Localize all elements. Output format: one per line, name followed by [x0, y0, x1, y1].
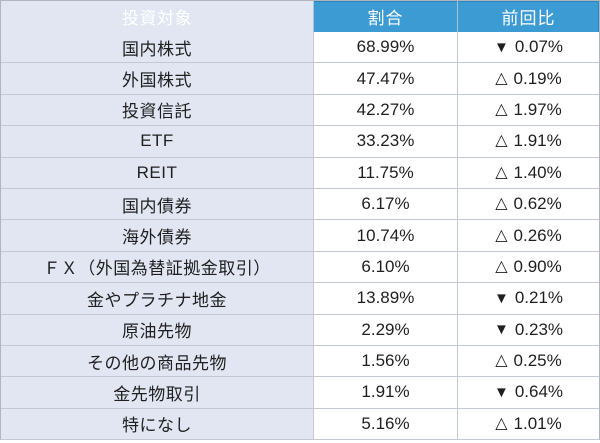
ratio-cell: 1.56% [313, 345, 457, 377]
investment-target-cell: 国内株式 [1, 32, 313, 63]
investment-target-cell: 金やプラチナ地金 [1, 283, 313, 314]
change-cell: △ 1.40% [457, 157, 599, 188]
table-row: 海外債券 10.74% △ 0.26% [1, 219, 599, 251]
change-value: 0.26% [513, 225, 562, 245]
change-cell: ▼ 0.07% [457, 32, 599, 63]
change-direction-triangle-icon: △ [495, 226, 508, 244]
investment-target-cell: 原油先物 [1, 314, 313, 345]
investment-target-cell: 国内債券 [1, 188, 313, 220]
change-direction-triangle-icon: ▼ [493, 38, 509, 56]
ratio-cell: 47.47% [313, 63, 457, 94]
ratio-cell: 13.89% [313, 283, 457, 314]
change-direction-triangle-icon: △ [495, 100, 508, 118]
change-direction-triangle-icon: △ [495, 414, 508, 432]
table-row: 特になし 5.16% △ 1.01% [1, 407, 599, 440]
ratio-cell: 11.75% [313, 157, 457, 188]
ratio-cell: 68.99% [313, 32, 457, 63]
ratio-cell: 33.23% [313, 126, 457, 157]
ratio-cell: 1.91% [313, 377, 457, 408]
table-row: 外国株式 47.47% △ 0.19% [1, 62, 599, 94]
table-row: 金やプラチナ地金 13.89% ▼ 0.21% [1, 282, 599, 314]
change-cell: ▼ 0.23% [457, 314, 599, 345]
change-cell: △ 0.19% [457, 63, 599, 94]
change-cell: △ 1.91% [457, 126, 599, 157]
header-ratio: 割合 [313, 1, 457, 32]
change-cell: ▼ 0.21% [457, 283, 599, 314]
table-row: 投資信託 42.27% △ 1.97% [1, 93, 599, 126]
table-row: その他の商品先物 1.56% △ 0.25% [1, 344, 599, 377]
header-investment-target: 投資対象 [1, 1, 313, 32]
change-value: 0.21% [514, 288, 564, 308]
change-direction-triangle-icon: △ [495, 257, 508, 275]
investment-target-cell: REIT [1, 157, 313, 188]
ratio-cell: 42.27% [313, 94, 457, 126]
change-direction-triangle-icon: ▼ [493, 383, 509, 401]
table-row: 原油先物 2.29% ▼ 0.23% [1, 313, 599, 345]
table-header-row: 投資対象 割合 前回比 [1, 1, 599, 32]
change-direction-triangle-icon: △ [495, 132, 508, 150]
change-value: 1.01% [513, 413, 562, 433]
header-change-vs-previous: 前回比 [457, 1, 599, 32]
change-cell: △ 0.90% [457, 251, 599, 283]
investment-target-cell: 外国株式 [1, 63, 313, 94]
ratio-cell: 2.29% [313, 314, 457, 345]
change-cell: △ 0.26% [457, 220, 599, 251]
change-direction-triangle-icon: ▼ [493, 289, 509, 307]
table-row: REIT 11.75% △ 1.40% [1, 156, 599, 188]
change-value: 0.25% [513, 351, 562, 371]
table-row: 国内株式 68.99% ▼ 0.07% [1, 32, 599, 63]
change-value: 1.40% [513, 162, 562, 182]
table-row: ETF 33.23% △ 1.91% [1, 125, 599, 157]
change-value: 0.90% [513, 256, 562, 276]
change-direction-triangle-icon: △ [495, 69, 508, 87]
investment-target-cell: ETF [1, 126, 313, 157]
table-row: 国内債券 6.17% △ 0.62% [1, 187, 599, 220]
change-value: 0.07% [514, 37, 564, 57]
change-cell: ▼ 0.64% [457, 377, 599, 408]
change-cell: △ 0.25% [457, 345, 599, 377]
change-cell: △ 1.97% [457, 94, 599, 126]
change-direction-triangle-icon: ▼ [493, 321, 509, 339]
change-direction-triangle-icon: △ [495, 195, 508, 213]
investment-target-cell: ＦＸ（外国為替証拠金取引） [1, 251, 313, 283]
investment-target-cell: 海外債券 [1, 220, 313, 251]
investment-target-cell: その他の商品先物 [1, 345, 313, 377]
ratio-cell: 6.17% [313, 188, 457, 220]
change-direction-triangle-icon: △ [495, 352, 508, 370]
ratio-cell: 10.74% [313, 220, 457, 251]
change-direction-triangle-icon: △ [495, 163, 508, 181]
change-value: 0.23% [514, 319, 564, 339]
change-value: 0.64% [514, 382, 564, 402]
table-row: ＦＸ（外国為替証拠金取引） 6.10% △ 0.90% [1, 250, 599, 283]
investment-target-cell: 投資信託 [1, 94, 313, 126]
change-value: 0.19% [513, 68, 562, 88]
change-cell: △ 1.01% [457, 408, 599, 440]
change-value: 0.62% [513, 194, 562, 214]
table-body: 国内株式 68.99% ▼ 0.07% 外国株式 47.47% △ 0.19% … [1, 32, 599, 440]
investment-target-cell: 金先物取引 [1, 377, 313, 408]
ratio-cell: 6.10% [313, 251, 457, 283]
change-cell: △ 0.62% [457, 188, 599, 220]
ratio-cell: 5.16% [313, 408, 457, 440]
table-row: 金先物取引 1.91% ▼ 0.64% [1, 376, 599, 408]
change-value: 1.91% [513, 131, 562, 151]
change-value: 1.97% [513, 99, 562, 119]
investment-target-cell: 特になし [1, 408, 313, 440]
